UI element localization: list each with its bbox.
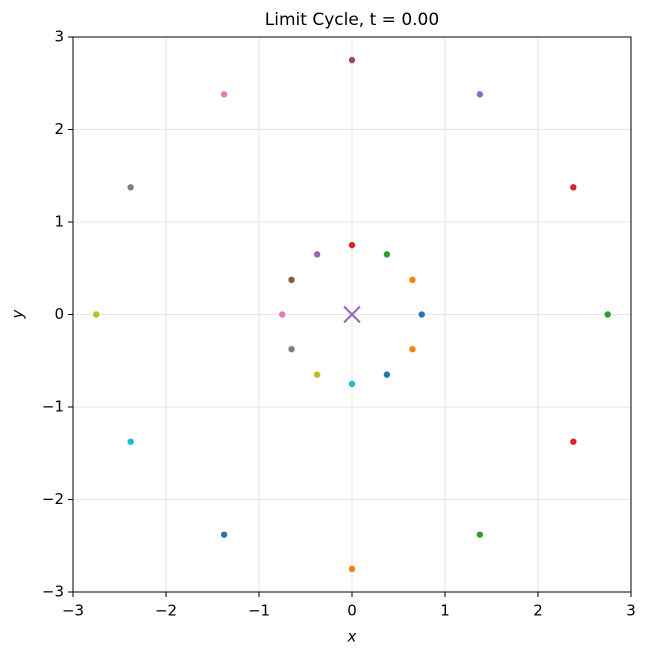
point [93, 311, 100, 318]
point [418, 311, 425, 318]
point [127, 184, 134, 191]
x-axis-label: x [347, 628, 357, 646]
x-tick-label: −3 [62, 602, 84, 620]
point [288, 345, 295, 353]
y-tick-label: 0 [54, 305, 64, 323]
point [127, 438, 134, 445]
y-tick-label: 1 [54, 213, 64, 231]
chart-title: Limit Cycle, t = 0.00 [265, 10, 439, 30]
point [348, 241, 356, 249]
center-marker [343, 305, 361, 324]
point [348, 380, 356, 388]
y-tick-label: 2 [54, 120, 64, 138]
point [220, 531, 228, 538]
point [476, 91, 484, 98]
x-tick-label: −1 [248, 602, 270, 620]
point [383, 371, 391, 378]
point [409, 276, 416, 284]
point [409, 345, 416, 353]
point [348, 56, 356, 64]
y-axis-label: y [9, 308, 27, 319]
plot-frame [72, 36, 632, 593]
x-tick-label: 2 [533, 602, 543, 620]
point [570, 184, 577, 191]
x-tick-label: 1 [440, 602, 450, 620]
point [476, 531, 484, 538]
point [570, 438, 577, 445]
point [348, 565, 356, 573]
point [220, 91, 228, 98]
y-tick-label: −1 [42, 398, 64, 416]
y-tick-label: −2 [42, 490, 64, 508]
point [604, 311, 611, 318]
point [279, 311, 286, 318]
point [383, 251, 391, 258]
x-tick-label: 3 [626, 602, 636, 620]
y-tick-label: −3 [42, 583, 64, 601]
y-tick-label: 3 [54, 28, 64, 46]
x-tick-label: −2 [155, 602, 177, 620]
point [288, 276, 295, 284]
point [313, 371, 321, 378]
x-tick-label: 0 [347, 602, 357, 620]
point [313, 251, 321, 258]
